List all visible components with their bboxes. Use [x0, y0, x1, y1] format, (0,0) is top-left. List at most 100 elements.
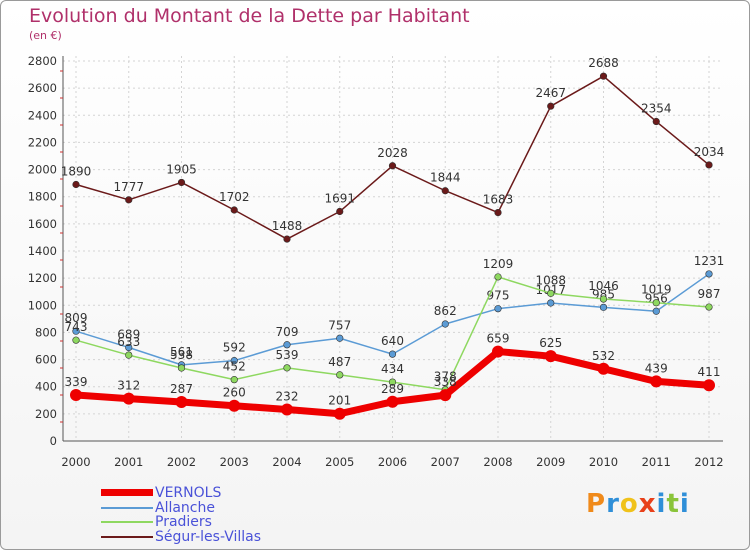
logo-letter: i: [656, 489, 667, 519]
logo-letter: t: [666, 489, 680, 519]
data-label-segur-les-villas: 2034: [694, 145, 725, 159]
data-label-pradiers: 1088: [535, 273, 566, 287]
x-tick-label: 2012: [694, 455, 723, 469]
data-label-pradiers: 539: [276, 348, 299, 362]
data-label-allanche: 689: [117, 327, 140, 341]
logo-letter: P: [586, 489, 607, 519]
data-label-segur-les-villas: 1702: [219, 190, 250, 204]
data-point-pradiers: [494, 273, 502, 281]
data-point-vernols: [544, 350, 557, 363]
logo-letter: o: [619, 489, 639, 519]
data-point-vernols: [175, 396, 188, 409]
data-label-segur-les-villas: 2354: [641, 102, 672, 116]
data-point-pradiers: [547, 289, 555, 297]
data-point-vernols: [597, 362, 610, 375]
y-tick-label: 2000: [28, 163, 57, 177]
x-tick-label: 2009: [536, 455, 565, 469]
data-label-allanche: 757: [328, 318, 351, 332]
data-label-segur-les-villas: 1683: [483, 193, 514, 207]
data-point-segur-les-villas: [336, 207, 344, 216]
data-point-allanche: [441, 320, 449, 328]
legend-label-vernols: VERNOLS: [155, 485, 222, 501]
data-label-pradiers: 1209: [483, 257, 514, 271]
data-label-allanche: 809: [65, 311, 88, 325]
data-label-pradiers: 1019: [641, 283, 672, 297]
data-label-vernols: 260: [223, 386, 246, 400]
data-label-allanche: 862: [434, 304, 457, 318]
data-label-segur-les-villas: 1691: [324, 192, 355, 206]
data-label-vernols: 338: [434, 375, 457, 389]
data-point-allanche: [494, 305, 502, 313]
data-label-vernols: 312: [117, 379, 140, 393]
x-tick-label: 2001: [114, 455, 143, 469]
data-point-allanche: [230, 357, 238, 365]
y-tick-label: 1800: [28, 190, 57, 204]
data-point-segur-les-villas: [177, 178, 186, 187]
data-label-allanche: 975: [487, 289, 510, 303]
data-label-vernols: 411: [698, 365, 721, 379]
data-label-pradiers: 743: [65, 320, 88, 334]
data-point-pradiers: [177, 364, 186, 372]
data-label-pradiers: 538: [170, 348, 193, 362]
data-label-vernols: 439: [645, 361, 668, 375]
data-label-segur-les-villas: 1890: [61, 165, 92, 179]
y-tick-label: 1600: [28, 217, 57, 231]
data-label-pradiers: 452: [223, 360, 246, 374]
x-tick-label: 2005: [325, 455, 354, 469]
legend-label-allanche: Allanche: [155, 499, 215, 516]
data-point-pradiers: [336, 371, 344, 379]
data-point-allanche: [547, 299, 555, 307]
data-point-vernols: [228, 399, 241, 412]
data-point-pradiers: [72, 336, 80, 344]
y-tick-label: 1000: [28, 298, 57, 312]
data-label-vernols: 287: [170, 382, 193, 396]
data-point-pradiers: [388, 378, 397, 386]
y-tick-label: 1200: [28, 271, 57, 285]
data-point-pradiers: [283, 364, 291, 372]
data-label-segur-les-villas: 1905: [166, 162, 197, 176]
data-point-segur-les-villas: [494, 208, 502, 217]
data-label-segur-les-villas: 2467: [535, 86, 566, 100]
data-label-segur-les-villas: 1777: [113, 180, 144, 194]
data-point-allanche: [705, 270, 713, 278]
data-point-segur-les-villas: [283, 235, 291, 243]
data-point-segur-les-villas: [705, 161, 713, 169]
data-point-segur-les-villas: [125, 196, 133, 204]
data-point-pradiers: [652, 299, 660, 307]
x-tick-label: 2002: [167, 455, 196, 469]
data-label-vernols: 659: [487, 332, 510, 346]
y-tick-label: 2600: [28, 81, 57, 95]
data-point-vernols: [122, 392, 135, 405]
data-point-vernols: [386, 395, 399, 408]
data-label-pradiers: 487: [328, 355, 351, 369]
x-tick-label: 2011: [642, 455, 671, 469]
data-label-pradiers: 378: [434, 370, 457, 384]
data-label-allanche: 561: [170, 345, 193, 359]
y-tick-label: 600: [35, 353, 57, 367]
y-tick-label: 1400: [28, 244, 57, 258]
data-label-pradiers: 633: [117, 335, 140, 349]
data-point-vernols: [281, 403, 293, 416]
data-point-pradiers: [599, 295, 608, 303]
data-point-pradiers: [705, 303, 713, 311]
data-point-segur-les-villas: [652, 117, 660, 126]
y-tick-label: 400: [35, 380, 57, 394]
y-tick-label: 200: [35, 407, 57, 421]
data-point-segur-les-villas: [388, 162, 397, 170]
data-point-vernols: [492, 345, 504, 358]
x-tick-label: 2004: [272, 455, 301, 469]
data-label-allanche: 709: [276, 325, 299, 339]
data-point-vernols: [650, 375, 663, 388]
data-point-segur-les-villas: [547, 102, 555, 110]
data-point-vernols: [70, 388, 82, 401]
legend-label-pradiers: Pradiers: [155, 514, 212, 530]
data-point-allanche: [283, 341, 291, 349]
data-point-allanche: [599, 303, 608, 311]
y-tick-label: 0: [50, 434, 57, 448]
data-point-allanche: [388, 350, 397, 358]
data-label-vernols: 232: [276, 390, 299, 404]
data-label-allanche: 1231: [694, 254, 725, 268]
x-tick-label: 2006: [378, 455, 407, 469]
